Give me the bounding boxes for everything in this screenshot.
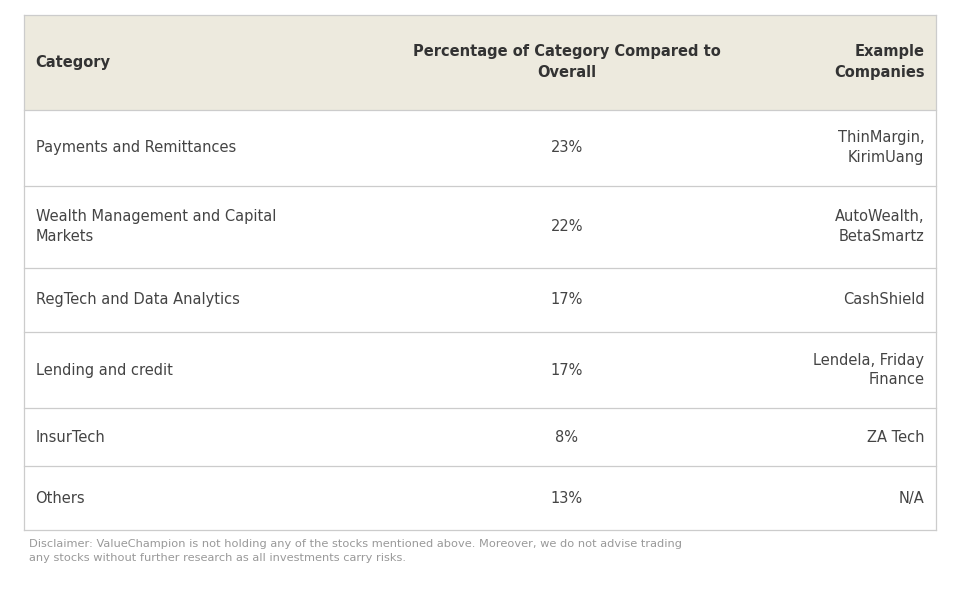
Text: 17%: 17%: [550, 362, 583, 377]
Text: 22%: 22%: [550, 219, 583, 235]
Text: Wealth Management and Capital
Markets: Wealth Management and Capital Markets: [36, 209, 276, 244]
Text: Others: Others: [36, 490, 85, 505]
Text: 17%: 17%: [550, 292, 583, 308]
Text: 13%: 13%: [551, 490, 583, 505]
Text: Lendela, Friday
Finance: Lendela, Friday Finance: [813, 353, 924, 388]
Text: InsurTech: InsurTech: [36, 429, 106, 444]
Bar: [24, 186, 936, 268]
Text: Percentage of Category Compared to
Overall: Percentage of Category Compared to Overa…: [413, 44, 721, 80]
Text: N/A: N/A: [899, 490, 924, 505]
Text: AutoWealth,
BetaSmartz: AutoWealth, BetaSmartz: [835, 209, 924, 244]
Text: Payments and Remittances: Payments and Remittances: [36, 140, 236, 155]
Text: Lending and credit: Lending and credit: [36, 362, 173, 377]
Text: RegTech and Data Analytics: RegTech and Data Analytics: [36, 292, 239, 308]
Bar: [24, 110, 936, 186]
Text: 8%: 8%: [555, 429, 578, 444]
Text: ZA Tech: ZA Tech: [867, 429, 924, 444]
Text: Example
Companies: Example Companies: [834, 44, 924, 80]
Text: Category: Category: [36, 55, 110, 70]
Text: ThinMargin,
KirimUang: ThinMargin, KirimUang: [838, 130, 924, 165]
Bar: [24, 466, 936, 530]
Bar: [24, 332, 936, 408]
Bar: [24, 268, 936, 332]
Text: Disclaimer: ValueChampion is not holding any of the stocks mentioned above. More: Disclaimer: ValueChampion is not holding…: [29, 539, 682, 563]
Bar: [24, 15, 936, 110]
Bar: [24, 408, 936, 466]
Text: 23%: 23%: [550, 140, 583, 155]
Text: CashShield: CashShield: [843, 292, 924, 308]
